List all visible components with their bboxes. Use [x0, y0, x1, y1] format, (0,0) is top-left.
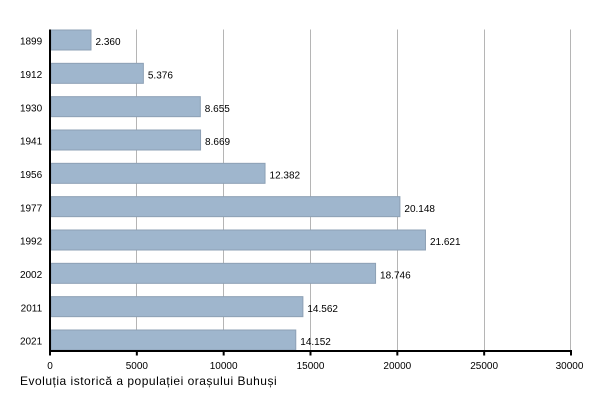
svg-text:Evoluția istorică a populației: Evoluția istorică a populației orașului …	[20, 374, 277, 388]
svg-text:1956: 1956	[20, 170, 43, 181]
svg-text:2021: 2021	[20, 337, 43, 348]
svg-text:18.746: 18.746	[380, 270, 411, 281]
svg-text:1992: 1992	[20, 237, 43, 248]
svg-text:21.621: 21.621	[430, 237, 461, 248]
svg-text:12.382: 12.382	[270, 170, 301, 181]
svg-text:14.562: 14.562	[307, 304, 338, 315]
svg-text:30000: 30000	[556, 361, 584, 372]
svg-text:1930: 1930	[20, 103, 43, 114]
svg-text:8.669: 8.669	[205, 137, 230, 148]
svg-text:2011: 2011	[21, 303, 43, 314]
svg-text:20000: 20000	[383, 361, 411, 372]
svg-text:5000: 5000	[126, 361, 149, 372]
svg-text:5.376: 5.376	[148, 70, 173, 81]
svg-text:1941: 1941	[20, 137, 43, 148]
svg-text:2.360: 2.360	[95, 37, 120, 48]
svg-text:0: 0	[47, 361, 53, 372]
svg-text:8.655: 8.655	[205, 104, 230, 115]
svg-text:20.148: 20.148	[404, 204, 435, 215]
svg-text:1977: 1977	[20, 203, 43, 214]
svg-text:10000: 10000	[210, 361, 238, 372]
svg-text:25000: 25000	[470, 361, 498, 372]
svg-text:2002: 2002	[20, 270, 43, 281]
svg-text:1912: 1912	[20, 70, 43, 81]
svg-text:15000: 15000	[297, 361, 325, 372]
svg-text:1899: 1899	[20, 37, 43, 48]
svg-text:14.152: 14.152	[300, 337, 331, 348]
